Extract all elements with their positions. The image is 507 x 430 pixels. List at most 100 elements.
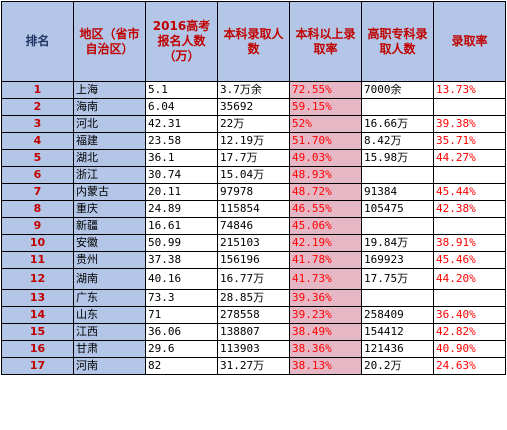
undergrad-admitted-cell: 97978 <box>217 183 290 201</box>
header-region: 地区（省市自治区） <box>73 1 146 82</box>
undergrad-admitted-cell: 16.77万 <box>217 268 290 290</box>
vocational-admitted-cell: 19.84万 <box>361 234 434 252</box>
region-cell: 贵州 <box>73 251 146 269</box>
vocational-rate-cell: 38.91% <box>433 234 506 252</box>
vocational-admitted-cell: 91384 <box>361 183 434 201</box>
undergrad-admitted-cell: 113903 <box>217 340 290 358</box>
undergrad-rate-cell: 41.73% <box>289 268 362 290</box>
vocational-rate-cell: 45.46% <box>433 251 506 269</box>
region-cell: 河北 <box>73 115 146 133</box>
table-row: 9 新疆 16.61 74846 45.06% <box>1 217 506 235</box>
applicants-cell: 29.6 <box>145 340 218 358</box>
header-vocational-admitted: 高职专科录取人数 <box>361 1 434 82</box>
undergrad-admitted-cell: 215103 <box>217 234 290 252</box>
header-applicants: 2016高考报名人数（万） <box>145 1 218 82</box>
undergrad-admitted-cell: 35692 <box>217 98 290 116</box>
vocational-rate-cell <box>433 98 506 116</box>
vocational-rate-cell: 39.38% <box>433 115 506 133</box>
vocational-admitted-cell <box>361 289 434 307</box>
vocational-admitted-cell: 258409 <box>361 306 434 324</box>
applicants-cell: 16.61 <box>145 217 218 235</box>
undergrad-rate-cell: 39.23% <box>289 306 362 324</box>
rank-cell: 12 <box>1 268 74 290</box>
vocational-rate-cell: 36.40% <box>433 306 506 324</box>
rank-cell: 9 <box>1 217 74 235</box>
vocational-rate-cell: 44.27% <box>433 149 506 167</box>
applicants-cell: 36.1 <box>145 149 218 167</box>
undergrad-rate-cell: 59.15% <box>289 98 362 116</box>
undergrad-rate-cell: 45.06% <box>289 217 362 235</box>
undergrad-admitted-cell: 156196 <box>217 251 290 269</box>
vocational-admitted-cell: 16.66万 <box>361 115 434 133</box>
undergrad-admitted-cell: 3.7万余 <box>217 81 290 99</box>
vocational-rate-cell: 24.63% <box>433 357 506 375</box>
undergrad-admitted-cell: 138807 <box>217 323 290 341</box>
rank-cell: 6 <box>1 166 74 184</box>
undergrad-rate-cell: 49.03% <box>289 149 362 167</box>
undergrad-admitted-cell: 115854 <box>217 200 290 218</box>
undergrad-rate-cell: 38.13% <box>289 357 362 375</box>
region-cell: 安徽 <box>73 234 146 252</box>
applicants-cell: 40.16 <box>145 268 218 290</box>
vocational-admitted-cell <box>361 98 434 116</box>
header-undergrad-admitted: 本科录取人数 <box>217 1 290 82</box>
vocational-rate-cell: 13.73% <box>433 81 506 99</box>
rank-cell: 1 <box>1 81 74 99</box>
rank-cell: 11 <box>1 251 74 269</box>
vocational-admitted-cell: 154412 <box>361 323 434 341</box>
undergrad-rate-cell: 41.78% <box>289 251 362 269</box>
undergrad-rate-cell: 42.19% <box>289 234 362 252</box>
vocational-rate-cell: 35.71% <box>433 132 506 150</box>
vocational-admitted-cell: 121436 <box>361 340 434 358</box>
region-cell: 新疆 <box>73 217 146 235</box>
undergrad-rate-cell: 38.49% <box>289 323 362 341</box>
undergrad-admitted-cell: 15.04万 <box>217 166 290 184</box>
vocational-admitted-cell <box>361 166 434 184</box>
vocational-admitted-cell: 169923 <box>361 251 434 269</box>
applicants-cell: 73.3 <box>145 289 218 307</box>
undergrad-rate-cell: 48.72% <box>289 183 362 201</box>
vocational-admitted-cell: 17.75万 <box>361 268 434 290</box>
table-row: 10 安徽 50.99 215103 42.19% 19.84万 38.91% <box>1 234 506 252</box>
applicants-cell: 82 <box>145 357 218 375</box>
table-row: 7 内蒙古 20.11 97978 48.72% 91384 45.44% <box>1 183 506 201</box>
region-cell: 广东 <box>73 289 146 307</box>
applicants-cell: 37.38 <box>145 251 218 269</box>
undergrad-admitted-cell: 17.7万 <box>217 149 290 167</box>
undergrad-admitted-cell: 22万 <box>217 115 290 133</box>
rank-cell: 8 <box>1 200 74 218</box>
region-cell: 海南 <box>73 98 146 116</box>
vocational-admitted-cell: 8.42万 <box>361 132 434 150</box>
table-row: 3 河北 42.31 22万 52% 16.66万 39.38% <box>1 115 506 133</box>
vocational-rate-cell: 42.38% <box>433 200 506 218</box>
table-row: 5 湖北 36.1 17.7万 49.03% 15.98万 44.27% <box>1 149 506 167</box>
region-cell: 福建 <box>73 132 146 150</box>
table-row: 1 上海 5.1 3.7万余 72.55% 7000余 13.73% <box>1 81 506 99</box>
vocational-admitted-cell: 15.98万 <box>361 149 434 167</box>
vocational-admitted-cell: 20.2万 <box>361 357 434 375</box>
applicants-cell: 71 <box>145 306 218 324</box>
rank-cell: 13 <box>1 289 74 307</box>
header-undergrad-rate: 本科以上录取率 <box>289 1 362 82</box>
region-cell: 山东 <box>73 306 146 324</box>
undergrad-rate-cell: 38.36% <box>289 340 362 358</box>
applicants-cell: 24.89 <box>145 200 218 218</box>
vocational-admitted-cell: 105475 <box>361 200 434 218</box>
table-row: 8 重庆 24.89 115854 46.55% 105475 42.38% <box>1 200 506 218</box>
rank-cell: 4 <box>1 132 74 150</box>
vocational-admitted-cell: 7000余 <box>361 81 434 99</box>
region-cell: 上海 <box>73 81 146 99</box>
vocational-rate-cell <box>433 289 506 307</box>
vocational-rate-cell <box>433 166 506 184</box>
table-row: 13 广东 73.3 28.85万 39.36% <box>1 289 506 307</box>
rank-cell: 2 <box>1 98 74 116</box>
applicants-cell: 20.11 <box>145 183 218 201</box>
vocational-rate-cell: 44.20% <box>433 268 506 290</box>
region-cell: 甘肃 <box>73 340 146 358</box>
rank-cell: 10 <box>1 234 74 252</box>
undergrad-admitted-cell: 12.19万 <box>217 132 290 150</box>
undergrad-admitted-cell: 31.27万 <box>217 357 290 375</box>
undergrad-rate-cell: 52% <box>289 115 362 133</box>
region-cell: 湖南 <box>73 268 146 290</box>
undergrad-admitted-cell: 74846 <box>217 217 290 235</box>
